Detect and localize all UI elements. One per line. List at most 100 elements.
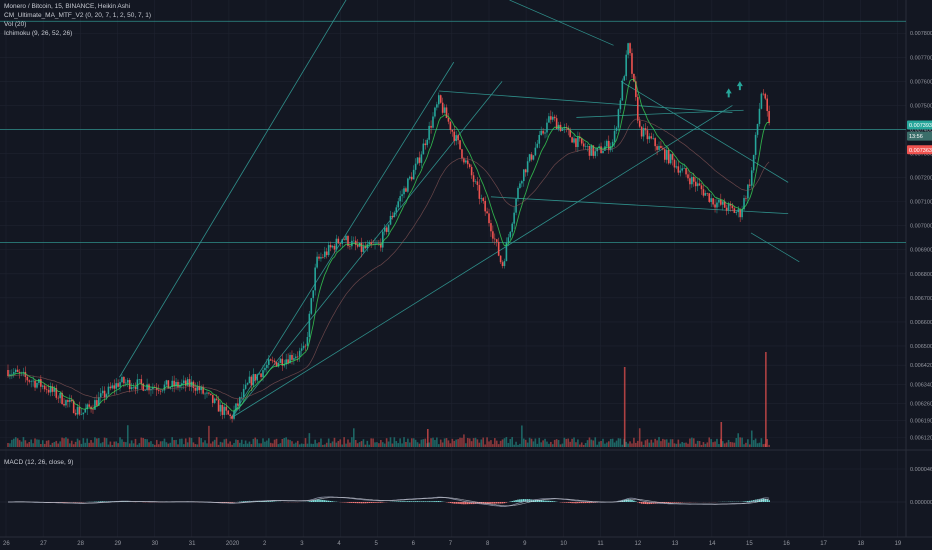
macd-histogram-bar <box>401 501 403 502</box>
price-tag-label: 13:56 <box>909 134 923 140</box>
macd-histogram-bar <box>418 501 421 502</box>
candle-body <box>53 388 56 392</box>
volume-bar <box>38 439 40 447</box>
candle-body <box>756 123 759 135</box>
candle <box>405 186 407 192</box>
candle-body <box>712 198 714 205</box>
macd-histogram-bar <box>426 501 429 502</box>
candle-body <box>136 379 139 390</box>
time-axis[interactable]: 26 27 28 29 30 31 2020 2 3 4 5 6 7 8 9 10 11 12 13 14 15 16 17… <box>3 541 902 547</box>
volume-bar <box>455 439 457 447</box>
candle <box>61 390 63 405</box>
candle-body <box>553 116 556 119</box>
candle <box>544 130 546 139</box>
volume-bar <box>258 443 260 447</box>
candle-body <box>26 376 29 381</box>
candle-body <box>125 382 127 384</box>
volume-bars <box>7 352 770 447</box>
volume-bar <box>694 443 697 447</box>
candle-body <box>94 400 96 410</box>
volume-bar <box>667 442 670 447</box>
volume-bar <box>689 438 691 447</box>
macd-histogram-bar <box>349 502 351 503</box>
volume-bar <box>237 440 239 447</box>
candle <box>36 380 38 389</box>
candle <box>204 392 206 400</box>
candle <box>499 255 502 265</box>
macd-histogram-bar <box>269 501 272 502</box>
candle <box>397 198 400 210</box>
macd-histogram-bar <box>447 502 450 503</box>
macd-histogram-bar <box>638 502 641 504</box>
volume-bar <box>625 441 627 447</box>
candle <box>111 382 114 390</box>
volume-bar <box>698 441 701 447</box>
candle-body <box>181 383 183 386</box>
macd-histogram-bar <box>453 502 456 504</box>
x-tick-label: 27 <box>40 541 47 547</box>
candle <box>163 381 166 394</box>
candle <box>443 104 446 114</box>
volume-bar <box>577 439 579 447</box>
macd-histogram-bar <box>329 500 332 502</box>
volume-bar <box>12 438 15 447</box>
volume-bar <box>675 443 678 447</box>
candle <box>246 382 249 386</box>
volume-bar <box>182 444 185 447</box>
candle-body <box>577 136 579 148</box>
volume-bar <box>476 439 479 447</box>
volume-bar <box>105 438 108 447</box>
price-axis[interactable]: 0.007800 0.007700 0.007600 0.007500 0.007400… <box>910 31 932 506</box>
candle-body <box>186 379 189 386</box>
candle-body <box>12 372 15 374</box>
volume-bar <box>439 439 442 447</box>
volume-bar <box>393 437 396 447</box>
volume-bar <box>457 439 459 447</box>
volume-bar <box>266 440 268 447</box>
macd-histogram-bar <box>750 500 753 502</box>
candle <box>316 251 318 269</box>
candle <box>461 148 463 162</box>
candle-body <box>654 138 656 147</box>
candle <box>179 382 181 392</box>
candle-body <box>441 102 444 113</box>
macd-histogram-bar <box>571 502 573 504</box>
candle-body <box>206 392 208 394</box>
candle <box>414 158 417 175</box>
candle <box>743 195 745 212</box>
candle <box>590 144 593 156</box>
candle <box>356 239 359 249</box>
ichimoku-indicator-label: Ichimoku (9, 26, 52, 26) <box>4 30 73 37</box>
macd-histogram-bar <box>356 502 359 504</box>
volume-bar <box>731 442 734 447</box>
candle <box>494 233 496 245</box>
macd-histogram-bar <box>584 502 587 504</box>
candle <box>378 240 380 247</box>
candle-body <box>202 386 204 394</box>
macd-histogram-bar <box>513 500 515 502</box>
volume-bar <box>551 444 554 447</box>
volume-bar <box>169 442 172 447</box>
candle-body <box>246 383 249 385</box>
candle <box>522 169 525 187</box>
candle <box>69 394 71 408</box>
volume-bar <box>557 440 560 447</box>
candle <box>638 116 641 129</box>
volume-bar <box>304 438 307 447</box>
candle <box>34 379 36 391</box>
macd-histogram-bar <box>631 500 633 502</box>
macd-histogram-bar <box>669 502 672 503</box>
ma-fast-line <box>7 78 770 412</box>
candle <box>660 141 662 149</box>
candle-body <box>182 380 185 384</box>
volume-bar <box>692 438 695 447</box>
candle <box>490 219 492 237</box>
volume-bar <box>240 439 243 447</box>
candle-body <box>99 393 102 398</box>
volume-bar <box>521 425 523 447</box>
candle <box>745 195 747 202</box>
candle <box>310 297 313 316</box>
candle-body <box>341 239 344 244</box>
candle <box>74 409 77 416</box>
